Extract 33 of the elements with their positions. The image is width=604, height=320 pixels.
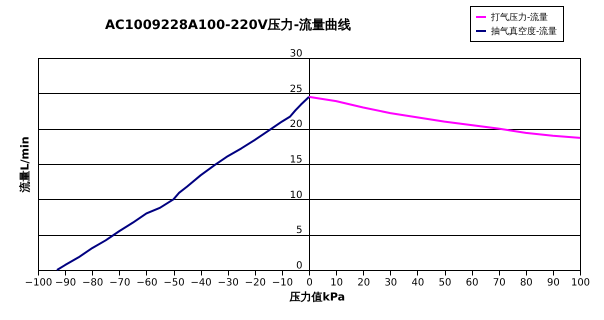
x-tick-label: 60 xyxy=(466,278,478,288)
x-tick-label: −20 xyxy=(244,278,266,288)
y-tick-label: 30 xyxy=(290,48,302,60)
x-tick-label: −80 xyxy=(82,278,104,288)
legend-label: 打气压力-流量 xyxy=(490,12,548,23)
x-tick-label: −50 xyxy=(163,278,185,288)
x-tick-label: 90 xyxy=(547,278,560,288)
x-axis-title: 压力值kPa xyxy=(288,290,346,304)
y-tick-label: 0 xyxy=(296,260,302,272)
y-tick-label: 20 xyxy=(290,119,302,130)
y-tick-label: 25 xyxy=(290,84,302,95)
x-tick-label: 100 xyxy=(570,278,590,288)
x-tick-label: 10 xyxy=(330,278,343,288)
legend-label: 抽气真空度-流量 xyxy=(491,26,558,37)
x-tick-label: −90 xyxy=(55,278,76,288)
x-tick-label: −100 xyxy=(24,278,52,288)
x-tick-label: 0 xyxy=(306,278,313,288)
x-tick-label: 30 xyxy=(384,278,398,288)
chart-title: AC1009228A100-220V压力-流量曲线 xyxy=(105,17,352,33)
x-tick-label: 50 xyxy=(438,278,452,288)
x-tick-label: 70 xyxy=(492,278,506,288)
x-tick-label: −60 xyxy=(136,278,158,288)
y-axis-title: 流量L/min xyxy=(18,136,32,194)
x-tick-label: −70 xyxy=(109,278,130,288)
x-tick-label: −40 xyxy=(190,278,212,288)
x-tick-label: 80 xyxy=(520,278,533,288)
x-tick-label: −30 xyxy=(218,278,239,288)
y-tick-label: 15 xyxy=(290,154,302,166)
x-tick-label: −10 xyxy=(272,278,293,288)
y-tick-label: 5 xyxy=(296,225,302,236)
x-tick-label: 20 xyxy=(357,278,370,288)
y-tick-label: 10 xyxy=(290,190,302,201)
x-tick-label: 40 xyxy=(412,278,424,288)
